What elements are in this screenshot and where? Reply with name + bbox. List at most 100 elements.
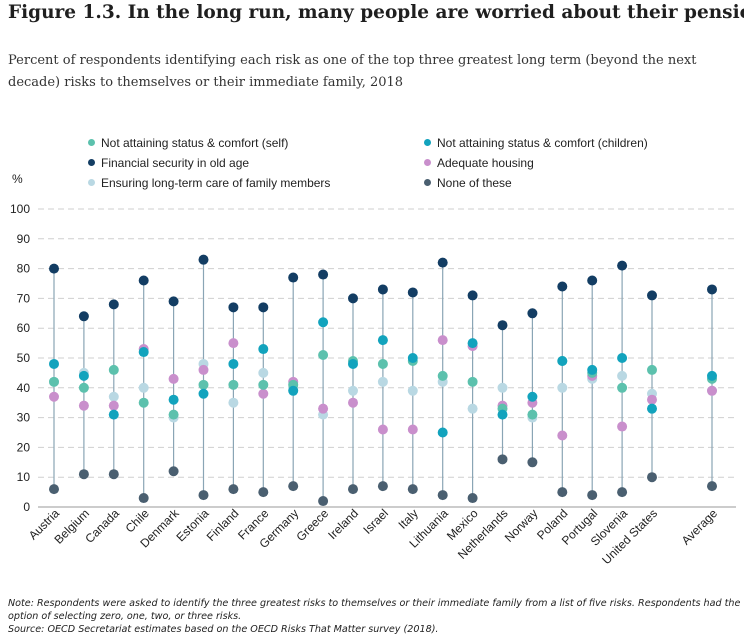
data-point — [348, 358, 358, 369]
data-point — [228, 484, 239, 495]
data-point — [707, 385, 717, 396]
x-tick-label: Finland — [204, 506, 242, 544]
data-point — [647, 394, 657, 405]
data-point — [168, 394, 179, 405]
data-point — [467, 290, 478, 301]
data-point — [108, 364, 119, 375]
data-point — [198, 364, 209, 375]
x-tick-label: Israel — [360, 506, 391, 537]
data-point — [348, 293, 358, 304]
data-point — [108, 409, 119, 420]
data-point — [437, 370, 448, 381]
y-tick-label: 90 — [17, 232, 31, 246]
data-point — [49, 263, 59, 274]
y-tick-label: 40 — [17, 381, 31, 395]
data-point — [318, 403, 329, 414]
y-tick-label: 70 — [17, 291, 31, 305]
data-point — [587, 364, 598, 375]
legend-marker — [88, 139, 95, 146]
data-point — [527, 457, 538, 468]
data-point — [497, 382, 508, 393]
data-point — [587, 490, 598, 501]
data-point — [288, 481, 299, 492]
legend-item: Not attaining status & comfort (children… — [424, 136, 648, 150]
legend-label: Not attaining status & comfort (self) — [101, 136, 289, 150]
x-tick-label: Average — [679, 506, 721, 548]
data-point — [168, 373, 179, 384]
data-point — [587, 275, 598, 286]
y-tick-label: 100 — [10, 202, 30, 216]
figure-note: Note: Respondents were asked to identify… — [8, 598, 741, 622]
data-point — [467, 493, 478, 504]
data-point — [437, 427, 448, 438]
legend-label: Adequate housing — [437, 156, 534, 170]
data-point — [497, 409, 508, 420]
data-point — [377, 335, 388, 346]
data-point — [168, 466, 179, 477]
data-point — [198, 490, 209, 501]
y-tick-label: 30 — [17, 411, 31, 425]
legend-label: Ensuring long-term care of family member… — [101, 176, 331, 190]
data-point — [138, 347, 149, 358]
data-point — [557, 281, 568, 292]
data-point — [108, 400, 119, 411]
y-axis-label: % — [12, 172, 23, 186]
data-point — [258, 487, 269, 498]
data-point — [258, 302, 269, 313]
data-point — [707, 481, 717, 492]
data-point — [557, 382, 568, 393]
x-tick-label: Greece — [293, 506, 331, 544]
data-point — [407, 287, 418, 298]
data-point — [467, 376, 478, 387]
x-tick-label: Canada — [82, 506, 122, 546]
data-point — [377, 376, 388, 387]
data-point — [49, 376, 59, 387]
data-point — [377, 284, 388, 295]
data-point — [108, 469, 119, 480]
data-point — [647, 472, 657, 483]
y-tick-label: 80 — [17, 262, 31, 276]
data-point — [707, 370, 717, 381]
data-point — [407, 385, 418, 396]
data-point — [617, 487, 628, 498]
data-point — [527, 409, 538, 420]
data-point — [78, 382, 89, 393]
legend-marker — [424, 179, 431, 186]
data-point — [258, 388, 269, 399]
data-point — [617, 382, 628, 393]
data-point — [228, 397, 239, 408]
data-point — [198, 388, 209, 399]
figure-subtitle: Percent of respondents identifying each … — [8, 53, 697, 90]
data-point — [108, 299, 119, 310]
data-point — [348, 484, 358, 495]
figure-source: Source: OECD Secretariat estimates based… — [8, 624, 439, 635]
legend-item: Not attaining status & comfort (self) — [88, 136, 288, 150]
figure-title: Figure 1.3. In the long run, many people… — [8, 2, 744, 23]
data-point — [647, 364, 657, 375]
data-point — [318, 350, 329, 361]
data-point — [377, 424, 388, 435]
y-tick-label: 10 — [17, 470, 31, 484]
y-tick-label: 20 — [17, 440, 31, 454]
data-point — [288, 385, 299, 396]
data-point — [258, 379, 269, 390]
data-point — [707, 284, 717, 295]
data-point — [318, 496, 329, 507]
data-point — [527, 391, 538, 402]
x-tick-label: Ireland — [325, 506, 361, 542]
x-tick-label: Norway — [502, 506, 541, 545]
data-point — [228, 379, 239, 390]
legend-label: None of these — [437, 176, 512, 190]
data-point — [617, 370, 628, 381]
data-point — [49, 391, 59, 402]
data-point — [527, 308, 538, 319]
legend-marker — [424, 159, 431, 166]
data-point — [437, 490, 448, 501]
x-tick-label: Estonia — [173, 506, 211, 544]
data-point — [228, 358, 239, 369]
data-point — [168, 409, 179, 420]
y-tick-label: 60 — [17, 321, 31, 335]
data-point — [258, 367, 269, 378]
data-point — [228, 302, 239, 313]
legend-label: Financial security in old age — [101, 156, 250, 170]
